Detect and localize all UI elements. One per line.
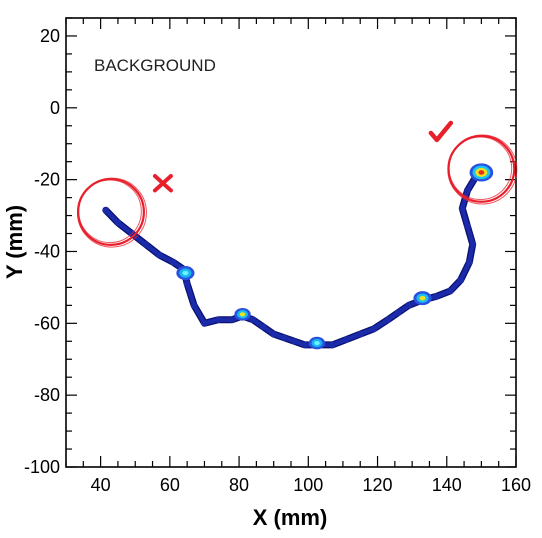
y-tick-label: -100 <box>24 457 60 477</box>
track-point <box>270 330 277 338</box>
y-tick-label: -80 <box>34 385 60 405</box>
highlight-circle <box>78 179 142 244</box>
x-axis-label: X (mm) <box>253 505 328 530</box>
track-point <box>466 259 473 266</box>
track-point <box>329 341 336 349</box>
highlight-circle <box>77 177 145 246</box>
x-tick-label: 120 <box>363 475 393 495</box>
y-axis-label: Y (mm) <box>2 205 27 279</box>
highlight-circle <box>448 136 513 201</box>
track-point <box>433 293 440 300</box>
marker-layer <box>76 120 518 248</box>
hotspot <box>314 340 320 346</box>
x-tick-label: 140 <box>432 475 462 495</box>
track-point <box>190 302 198 309</box>
track-point <box>459 205 466 212</box>
highlight-circle <box>447 134 518 205</box>
track-layer <box>102 163 485 349</box>
track-point <box>156 251 163 259</box>
track-point <box>301 341 309 349</box>
track-point <box>447 287 454 295</box>
highlight-circle <box>76 177 147 248</box>
x-axis: 40 60 80 100 120 140 160 <box>65 18 531 495</box>
track-point <box>384 316 392 323</box>
hotspot <box>239 312 246 317</box>
track-point <box>201 320 208 327</box>
x-tick-label: 60 <box>160 475 180 495</box>
track-point <box>357 330 364 338</box>
track-point <box>260 323 267 331</box>
track-point <box>291 338 298 345</box>
x-tick-label: 40 <box>91 475 111 495</box>
y-tick-label: -60 <box>34 313 60 333</box>
y-tick-label: 0 <box>50 98 60 118</box>
track-point <box>469 241 476 248</box>
y-axis: 20 0 -20 -40 -60 -80 -100 <box>24 17 516 477</box>
check-mark <box>428 120 454 143</box>
hotspot <box>478 170 485 175</box>
track-point <box>405 302 412 309</box>
track-point <box>183 280 191 288</box>
track-point <box>457 277 464 284</box>
hotspot <box>182 270 189 276</box>
track-point <box>102 206 110 214</box>
track-point <box>249 316 257 323</box>
y-tick-label: -40 <box>34 241 60 261</box>
y-tick-label: -20 <box>34 170 60 190</box>
hotspot <box>419 295 426 301</box>
track-point <box>170 259 177 266</box>
track-point <box>395 309 402 316</box>
track-point <box>464 223 471 230</box>
track-point <box>142 241 149 248</box>
y-tick-label: 20 <box>40 26 60 46</box>
x-tick-label: 80 <box>229 475 249 495</box>
track-point <box>114 219 122 226</box>
x-tick-label: 100 <box>293 475 323 495</box>
track-point <box>280 334 288 341</box>
cross-mark <box>152 174 173 193</box>
background-annotation: BACKGROUND <box>94 56 216 75</box>
track-point <box>370 325 378 332</box>
plot-frame <box>65 17 517 468</box>
track-point <box>228 316 236 323</box>
x-tick-label: 160 <box>501 475 531 495</box>
track-point <box>464 187 471 194</box>
hotspot-layer <box>176 163 494 350</box>
track-point <box>215 316 222 323</box>
track-point <box>343 336 350 343</box>
highlight-circle <box>447 134 516 203</box>
